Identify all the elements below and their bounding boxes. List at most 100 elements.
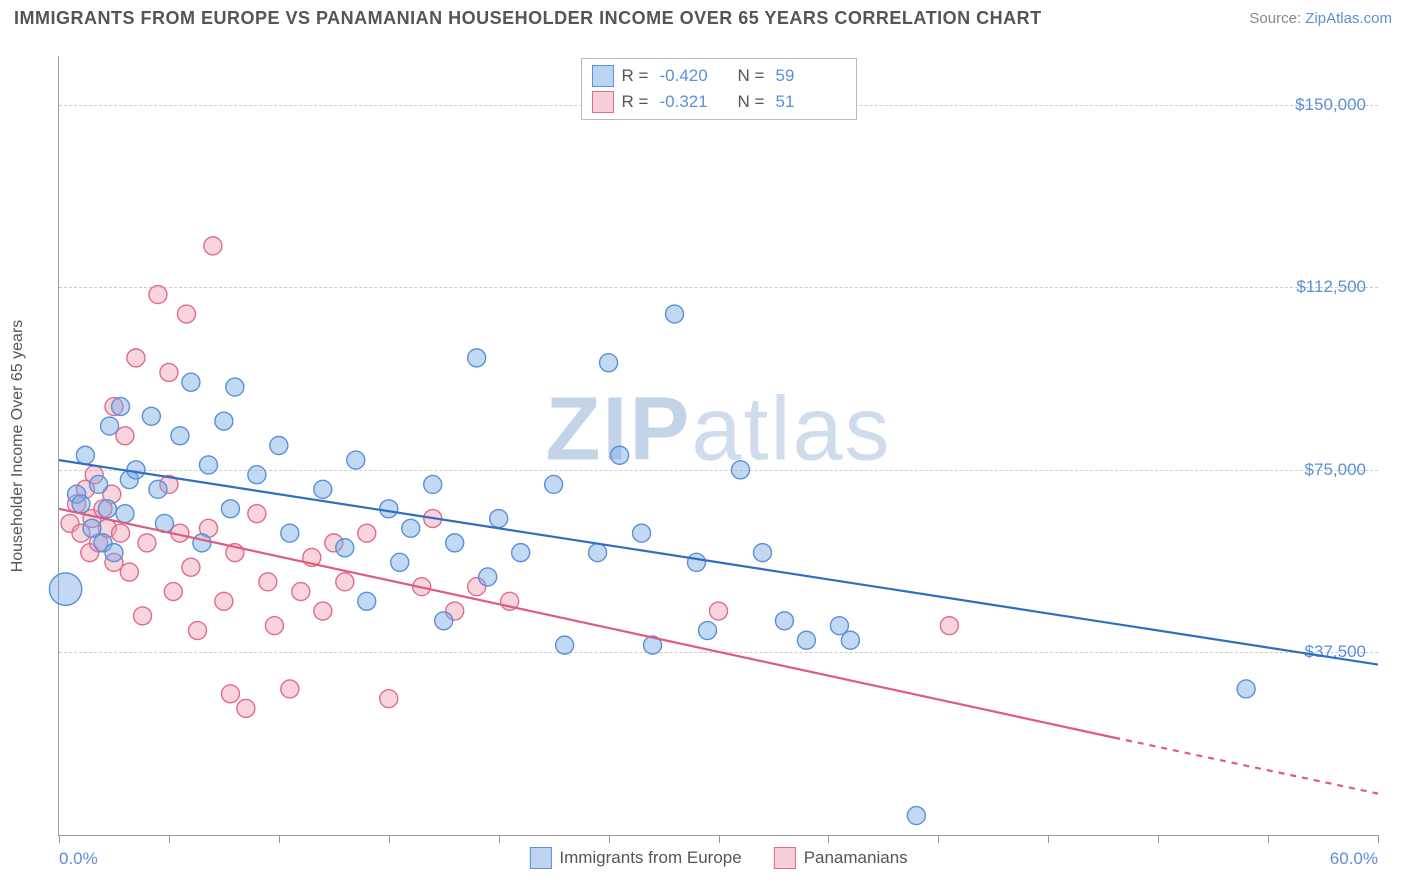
data-point-blue bbox=[314, 480, 332, 498]
data-point-blue bbox=[589, 544, 607, 562]
plot-area: ZIPatlas R = -0.420 N = 59 R = -0.321 N … bbox=[58, 56, 1378, 836]
data-point-blue bbox=[907, 807, 925, 825]
x-tick bbox=[499, 835, 500, 843]
data-point-blue bbox=[105, 544, 123, 562]
data-point-blue bbox=[98, 500, 116, 518]
x-axis-max-label: 60.0% bbox=[1330, 849, 1378, 869]
x-tick bbox=[279, 835, 280, 843]
data-point-blue bbox=[76, 446, 94, 464]
data-point-blue bbox=[512, 544, 530, 562]
data-point-blue bbox=[731, 461, 749, 479]
data-point-blue bbox=[797, 631, 815, 649]
r-value-blue: -0.420 bbox=[660, 66, 730, 86]
data-point-blue bbox=[402, 519, 420, 537]
source-prefix: Source: bbox=[1249, 10, 1305, 27]
data-point-pink bbox=[380, 690, 398, 708]
data-point-pink bbox=[281, 680, 299, 698]
legend-item-pink: Panamanians bbox=[774, 847, 908, 869]
data-point-blue bbox=[688, 553, 706, 571]
data-point-pink bbox=[160, 363, 178, 381]
data-point-blue bbox=[699, 622, 717, 640]
data-point-blue bbox=[72, 495, 90, 513]
x-tick bbox=[828, 835, 829, 843]
data-point-blue bbox=[600, 354, 618, 372]
data-point-pink bbox=[940, 617, 958, 635]
data-point-pink bbox=[116, 427, 134, 445]
data-point-blue bbox=[270, 437, 288, 455]
data-point-blue bbox=[841, 631, 859, 649]
x-tick bbox=[609, 835, 610, 843]
data-point-blue bbox=[215, 412, 233, 430]
swatch-pink-icon bbox=[592, 91, 614, 113]
data-point-blue bbox=[49, 573, 81, 605]
n-label: N = bbox=[738, 66, 768, 86]
data-point-pink bbox=[314, 602, 332, 620]
n-value-pink: 51 bbox=[776, 92, 846, 112]
r-value-pink: -0.321 bbox=[660, 92, 730, 112]
data-point-blue bbox=[358, 592, 376, 610]
data-point-pink bbox=[188, 622, 206, 640]
data-point-blue bbox=[193, 534, 211, 552]
chart-title: IMMIGRANTS FROM EUROPE VS PANAMANIAN HOU… bbox=[14, 8, 1042, 29]
data-point-pink bbox=[182, 558, 200, 576]
data-point-blue bbox=[479, 568, 497, 586]
n-label: N = bbox=[738, 92, 768, 112]
data-point-blue bbox=[1237, 680, 1255, 698]
n-value-blue: 59 bbox=[776, 66, 846, 86]
x-axis-min-label: 0.0% bbox=[59, 849, 98, 869]
x-tick bbox=[1158, 835, 1159, 843]
x-tick bbox=[1378, 835, 1379, 843]
data-point-blue bbox=[556, 636, 574, 654]
series-legend: Immigrants from Europe Panamanians bbox=[529, 847, 907, 869]
data-point-pink bbox=[336, 573, 354, 591]
data-point-pink bbox=[138, 534, 156, 552]
data-point-pink bbox=[358, 524, 376, 542]
source-link[interactable]: ZipAtlas.com bbox=[1305, 10, 1392, 27]
data-point-blue bbox=[424, 475, 442, 493]
legend-row-pink: R = -0.321 N = 51 bbox=[592, 89, 846, 115]
data-point-blue bbox=[753, 544, 771, 562]
trend-line-blue bbox=[59, 460, 1378, 664]
x-tick bbox=[1268, 835, 1269, 843]
chart-header: IMMIGRANTS FROM EUROPE VS PANAMANIAN HOU… bbox=[14, 8, 1392, 29]
legend-label-blue: Immigrants from Europe bbox=[559, 848, 741, 868]
data-point-blue bbox=[336, 539, 354, 557]
correlation-legend: R = -0.420 N = 59 R = -0.321 N = 51 bbox=[581, 58, 857, 120]
trend-line-pink-dashed bbox=[1114, 738, 1378, 794]
data-point-pink bbox=[178, 305, 196, 323]
data-point-pink bbox=[265, 617, 283, 635]
data-point-blue bbox=[112, 398, 130, 416]
data-point-pink bbox=[292, 583, 310, 601]
x-tick bbox=[938, 835, 939, 843]
data-point-pink bbox=[259, 573, 277, 591]
data-point-blue bbox=[199, 456, 217, 474]
swatch-blue-icon bbox=[592, 65, 614, 87]
x-tick bbox=[169, 835, 170, 843]
data-point-pink bbox=[149, 286, 167, 304]
data-point-pink bbox=[248, 505, 266, 523]
data-point-blue bbox=[347, 451, 365, 469]
data-point-blue bbox=[142, 407, 160, 425]
x-tick bbox=[59, 835, 60, 843]
data-point-pink bbox=[112, 524, 130, 542]
data-point-blue bbox=[101, 417, 119, 435]
data-point-blue bbox=[171, 427, 189, 445]
data-point-pink bbox=[127, 349, 145, 367]
data-point-blue bbox=[611, 446, 629, 464]
data-point-blue bbox=[490, 510, 508, 528]
legend-item-blue: Immigrants from Europe bbox=[529, 847, 741, 869]
swatch-pink-icon bbox=[774, 847, 796, 869]
data-point-blue bbox=[446, 534, 464, 552]
y-axis-title: Householder Income Over 65 years bbox=[9, 320, 27, 573]
data-point-blue bbox=[545, 475, 563, 493]
x-tick bbox=[389, 835, 390, 843]
data-point-blue bbox=[281, 524, 299, 542]
data-point-blue bbox=[391, 553, 409, 571]
data-point-blue bbox=[149, 480, 167, 498]
data-point-pink bbox=[215, 592, 233, 610]
data-point-blue bbox=[182, 373, 200, 391]
data-point-pink bbox=[120, 563, 138, 581]
data-point-blue bbox=[666, 305, 684, 323]
data-point-blue bbox=[221, 500, 239, 518]
data-point-blue bbox=[435, 612, 453, 630]
